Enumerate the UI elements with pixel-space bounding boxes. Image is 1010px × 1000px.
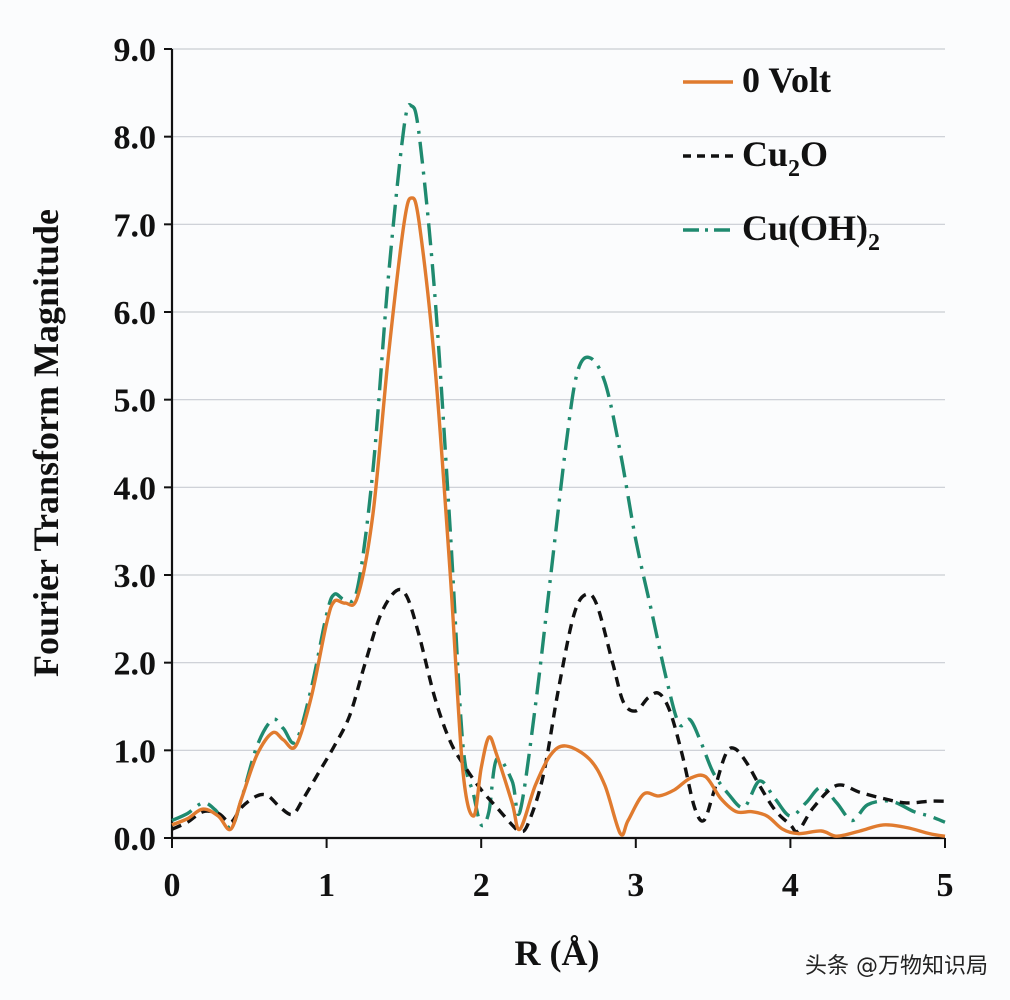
x-tick-label-4: 4 (782, 867, 799, 904)
legend-label-2: Cu(OH)2 (742, 208, 880, 256)
x-tick-label-1: 1 (318, 867, 335, 904)
legend-label-main-0: 0 Volt (742, 60, 831, 100)
series-line-0-volt (171, 196, 946, 838)
y-tick-label-4: 4.0 (114, 470, 157, 507)
y-tick-label-1: 1.0 (114, 733, 157, 770)
x-tick-label-3: 3 (627, 867, 644, 904)
y-axis-label: Fourier Transform Magnitude (26, 209, 66, 677)
legend-label-main-1: Cu (742, 134, 788, 174)
x-tick-label-0: 0 (164, 867, 181, 904)
gridlines (172, 48, 945, 751)
legend-label-subscript-1: 2 (788, 156, 800, 182)
y-tick-label-0: 0.0 (114, 821, 157, 858)
series-line-cu-oh-2 (171, 103, 946, 830)
series-layer (171, 103, 946, 838)
legend-label-1: Cu2O (742, 134, 828, 182)
y-tick-label-9: 9.0 (114, 32, 157, 69)
y-tick-label-8: 8.0 (114, 120, 157, 157)
x-tick-label-2: 2 (473, 867, 490, 904)
y-tick-label-5: 5.0 (114, 383, 157, 420)
legend-label-0: 0 Volt (742, 60, 831, 100)
axes (164, 48, 946, 848)
x-axis-label: R (Å) (515, 933, 600, 973)
series-line-cu2o (171, 587, 946, 834)
y-tick-label-3: 3.0 (114, 558, 157, 595)
legend-label-tail-1: O (800, 134, 828, 174)
legend-label-main-2: Cu(OH) (742, 208, 868, 248)
y-tick-label-2: 2.0 (114, 646, 157, 683)
watermark-text: 头条 @万物知识局 (805, 954, 988, 979)
y-tick-label-6: 6.0 (114, 295, 157, 332)
legend-label-subscript-2: 2 (868, 230, 880, 256)
x-tick-label-5: 5 (937, 867, 954, 904)
y-tick-label-7: 7.0 (114, 207, 157, 244)
tick-labels: 0.0 1.0 2.0 3.0 4.0 5.0 6.0 7.0 8.0 9.0 0 1 2 3 4 5 (114, 32, 954, 904)
